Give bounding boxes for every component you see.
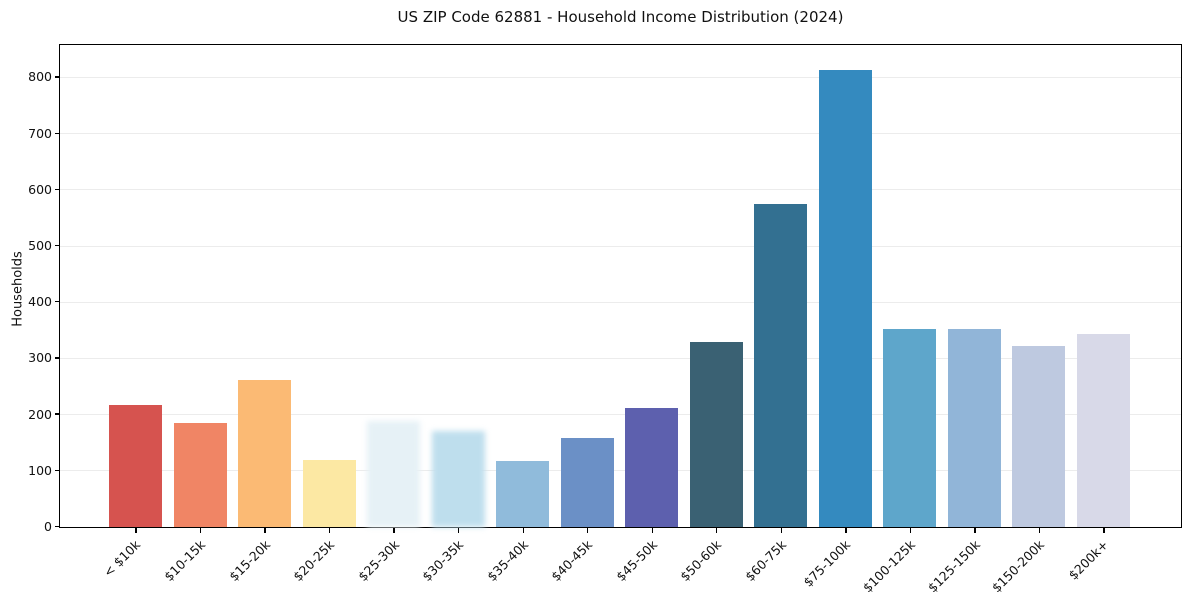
x-tick-35-40k [522, 528, 524, 533]
gridline-800 [60, 76, 1181, 78]
y-tick-400 [55, 301, 59, 303]
y-tick-800 [55, 76, 59, 78]
bar-150-200k [1012, 345, 1066, 527]
x-tick-label-20-25k: $20-25k [290, 537, 338, 585]
x-tick-10k [135, 528, 137, 533]
x-tick-label-200k+: $200k+ [1065, 537, 1112, 583]
x-tick-label-75-100k: $75-100k [800, 537, 854, 590]
bar-40-45k [560, 438, 614, 527]
x-tick-60-75k [780, 528, 782, 533]
x-tick-label-10k: < $10k [100, 537, 144, 580]
y-tick-label-300: 300 [28, 350, 52, 366]
gridline-700 [60, 133, 1181, 135]
bar-35-40k [496, 460, 550, 527]
gridline-600 [60, 189, 1181, 191]
x-tick-45-50k [651, 528, 653, 533]
x-tick-label-100-125k: $100-125k [859, 537, 919, 595]
y-tick-100 [55, 469, 59, 471]
y-tick-label-600: 600 [28, 181, 52, 197]
bar-50-60k [689, 341, 743, 527]
x-tick-label-35-40k: $35-40k [483, 537, 531, 585]
bar-20-25k [302, 459, 356, 527]
y-tick-300 [55, 357, 59, 359]
y-axis-label: Households [10, 251, 26, 327]
x-tick-75-100k [845, 528, 847, 533]
x-tick-10-15k [199, 528, 202, 533]
bar-25-30k [367, 420, 421, 527]
x-tick-40-45k [587, 528, 589, 533]
y-tick-label-100: 100 [28, 462, 52, 478]
x-tick-label-150-200k: $150-200k [988, 537, 1048, 595]
x-tick-50-60k [716, 528, 718, 533]
bar-75-100k [818, 69, 872, 527]
y-tick-600 [55, 188, 59, 190]
x-tick-125-150k [974, 528, 976, 533]
x-tick-150-200k [1038, 528, 1041, 533]
x-tick-30-35k [458, 528, 460, 533]
y-tick-label-700: 700 [28, 125, 52, 141]
gridline-100 [60, 470, 1181, 472]
bar-10k [109, 405, 162, 527]
bar-200k+ [1077, 334, 1130, 527]
chart-title: US ZIP Code 62881 - Household Income Dis… [397, 8, 844, 26]
x-tick-25-30k [393, 528, 395, 533]
bar-45-50k [625, 408, 679, 527]
x-tick-label-125-150k: $125-150k [924, 537, 983, 595]
y-tick-0 [55, 525, 59, 528]
gridline-400 [60, 301, 1181, 303]
y-tick-label-500: 500 [28, 238, 52, 254]
x-tick-label-45-50k: $45-50k [612, 537, 660, 585]
bar-30-35k [431, 430, 485, 527]
x-tick-15-20k [264, 528, 266, 533]
plot-area [59, 44, 1182, 528]
gridline-300 [60, 357, 1181, 359]
y-tick-500 [55, 244, 59, 247]
x-tick-label-50-60k: $50-60k [677, 537, 725, 585]
y-tick-700 [55, 132, 59, 134]
bar-60-75k [754, 203, 808, 527]
x-tick-label-15-20k: $15-20k [225, 537, 273, 585]
gridline-200 [60, 414, 1181, 416]
bar-100-125k [883, 328, 937, 527]
bar-10-15k [173, 423, 227, 527]
bar-125-150k [947, 328, 1001, 527]
x-tick-100-125k [909, 528, 912, 533]
y-tick-label-0: 0 [44, 519, 52, 534]
gridline-500 [60, 245, 1181, 247]
x-tick-label-25-30k: $25-30k [354, 537, 402, 585]
x-tick-label-10-15k: $10-15k [161, 537, 209, 585]
y-tick-200 [55, 413, 59, 415]
x-tick-20-25k [328, 528, 331, 533]
x-tick-label-40-45k: $40-45k [548, 537, 596, 585]
y-tick-label-400: 400 [28, 294, 52, 310]
x-tick-label-60-75k: $60-75k [741, 537, 789, 585]
x-tick-200k+ [1103, 528, 1105, 533]
y-tick-label-200: 200 [28, 406, 52, 422]
x-tick-label-30-35k: $30-35k [419, 537, 467, 585]
y-tick-label-800: 800 [28, 69, 52, 85]
bar-15-20k [238, 379, 292, 527]
